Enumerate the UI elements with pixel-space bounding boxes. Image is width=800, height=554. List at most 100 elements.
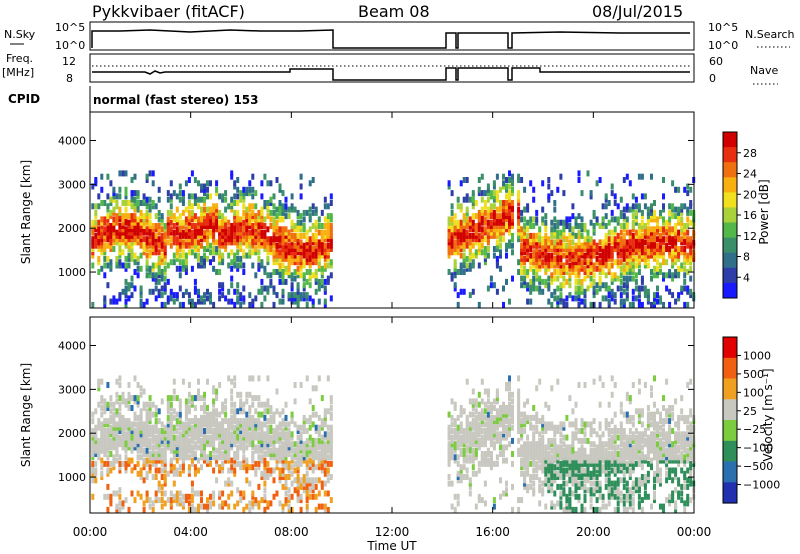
heatmap-cell [553,444,557,451]
heatmap-cell [592,249,596,256]
heatmap-cell [100,470,104,477]
heatmap-cell [320,467,324,474]
heatmap-cell [568,421,572,428]
heatmap-cell [574,295,578,302]
heatmap-cell [236,421,240,428]
heatmap-cell [320,282,324,289]
heatmap-cell [296,464,300,471]
heatmap-cell [91,226,95,233]
heatmap-cell [668,288,672,295]
heatmap-cell [526,232,530,239]
heatmap-cell [686,239,690,246]
heatmap-cell [659,226,662,233]
heatmap-cell [197,180,200,187]
heatmap-cell [459,421,463,428]
heatmap-cell [517,213,521,220]
heatmap-cell [197,503,200,510]
heatmap-cell [317,454,321,461]
heatmap-cell [175,246,179,252]
heatmap-cell [184,447,188,454]
heatmap-cell [604,203,608,210]
heatmap-cell [221,196,225,203]
heatmap-cell [580,249,584,256]
heatmap-cell [290,249,294,256]
heatmap-cell [236,262,240,269]
heatmap-cell [142,434,146,441]
heatmap-cell [257,219,261,226]
heatmap-cell [103,437,107,444]
heatmap-cell [559,464,563,471]
heatmap-cell [326,506,330,513]
heatmap-cell [568,272,572,279]
heatmap-cell [662,193,665,200]
heatmap-cell [456,424,460,431]
heatmap-cell [221,418,225,425]
heatmap-cell [200,236,203,243]
heatmap-cell [112,405,116,411]
heatmap-cell [190,451,194,457]
heatmap-cell [499,252,502,259]
heatmap-cell [568,265,572,272]
heatmap-cell [580,474,584,480]
heatmap-cell [263,480,267,487]
heatmap-cell [269,434,273,441]
heatmap-cell [154,444,158,451]
heatmap-cell [218,441,222,448]
heatmap-cell [580,226,584,233]
heatmap-cell [462,223,466,229]
heatmap-cell [272,411,276,418]
heatmap-cell [305,487,309,494]
heatmap-cell [505,183,508,190]
heatmap-cell [227,418,231,425]
heatmap-cell [598,177,602,183]
heatmap-cell [459,428,463,434]
heatmap-cell [112,232,116,239]
heatmap-cell [118,424,122,431]
heatmap-cell [215,239,219,246]
heatmap-cell [127,382,131,388]
heatmap-cell [133,206,137,213]
heatmap-cell [124,236,128,243]
heatmap-cell [106,382,110,388]
heatmap-cell [517,437,521,444]
heatmap-cell [562,451,566,457]
heatmap-cell [447,226,451,233]
heatmap-cell [523,259,527,266]
heatmap-cell [254,229,258,236]
heatmap-cell [239,223,243,229]
heatmap-cell [296,301,300,308]
heatmap-cell [290,242,294,249]
heatmap-cell [586,249,590,256]
heatmap-cell [314,209,318,216]
heatmap-cell [556,470,560,477]
heatmap-cell [239,421,243,428]
heatmap-cell [535,246,539,252]
heatmap-cell [314,239,318,246]
heatmap-cell [637,223,641,229]
heatmap-cell [317,278,321,285]
heatmap-cell [233,434,237,441]
heatmap-cell [275,434,279,441]
heatmap-cell [499,408,502,415]
heatmap-cell [287,232,291,239]
heatmap-cell [193,242,197,249]
heatmap-cell [242,295,246,302]
heatmap-cell [178,226,182,233]
heatmap-cell [583,487,587,494]
heatmap-cell [215,428,219,434]
heatmap-cell [130,282,134,289]
heatmap-cell [272,226,276,233]
heatmap-cell [486,457,490,464]
heatmap-cell [109,414,113,421]
heatmap-cell [586,236,590,243]
heatmap-cell [103,200,107,206]
heatmap-cell [266,242,270,249]
heatmap-cell [200,490,203,497]
heatmap-cell [683,226,687,233]
heatmap-cell [511,398,514,405]
heatmap-cell [562,252,566,259]
heatmap-cell [269,239,273,246]
heatmap-cell [559,503,563,510]
heatmap-cell [184,288,188,295]
heatmap-cell [674,206,678,213]
